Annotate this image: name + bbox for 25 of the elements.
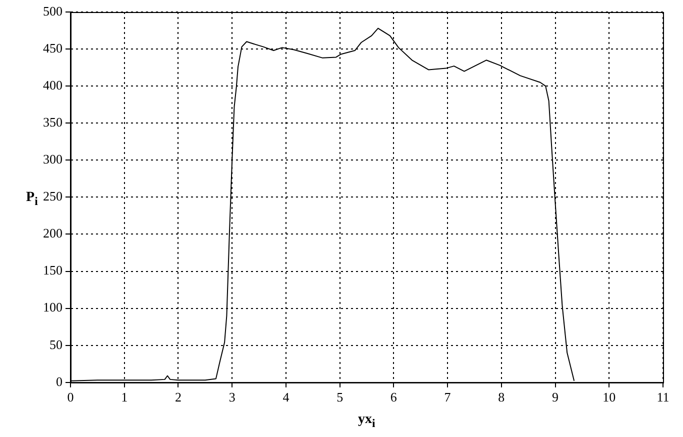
y-tick-label: 50: [50, 336, 62, 352]
x-tick-label: 11: [656, 390, 670, 405]
x-tick-label: 4: [282, 390, 290, 405]
y-tick-label: 450: [43, 40, 62, 56]
y-tick-label: 250: [43, 188, 62, 204]
x-tick-label: 2: [174, 390, 182, 405]
x-tick-label: 6: [390, 390, 398, 405]
y-tick-label: 100: [43, 300, 62, 315]
x-tick-label: 9: [552, 390, 559, 405]
y-axis-title: P$_{i}$: [26, 190, 38, 208]
x-tick-label: 10: [602, 390, 616, 405]
y-tick-label: 350: [43, 114, 62, 130]
y-tick-label: 300: [43, 152, 62, 167]
x-tick-label: 0: [67, 390, 74, 405]
y-tick-label: 400: [43, 78, 62, 92]
x-axis-title: yx$_{i}$: [358, 412, 376, 430]
x-tick-label: 7: [444, 390, 452, 405]
x-tick-label: 5: [336, 390, 344, 405]
x-tick-label: 3: [228, 390, 236, 405]
y-tick-label: 150: [43, 262, 62, 278]
y-tick-label: 0: [56, 374, 62, 389]
y-tick-label: 500: [43, 3, 62, 18]
x-tick-label: 8: [498, 390, 505, 405]
y-tick-label: 200: [43, 226, 62, 241]
x-tick-label: 1: [121, 390, 128, 405]
